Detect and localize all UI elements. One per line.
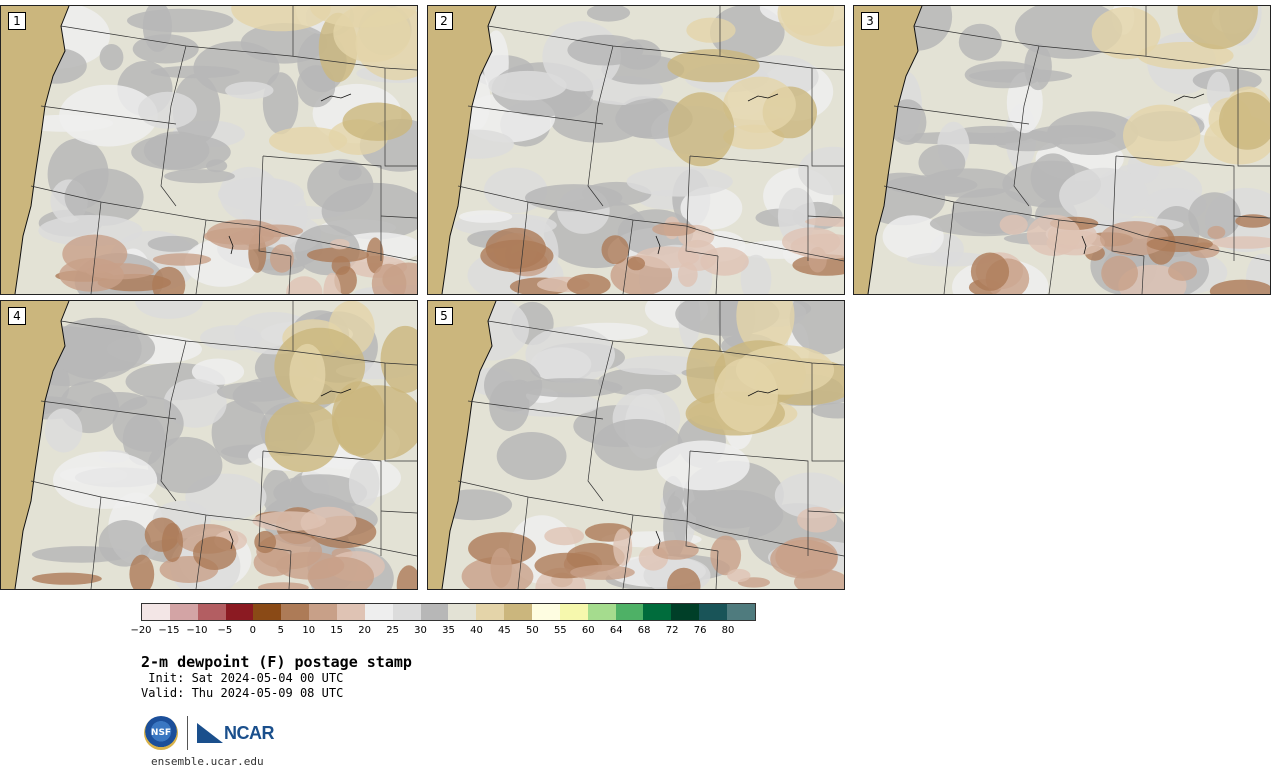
dewpoint-map bbox=[1, 6, 417, 294]
colorbar-swatch bbox=[364, 604, 393, 620]
colorbar-swatch bbox=[197, 604, 226, 620]
colorbar-tick-label: 68 bbox=[637, 625, 651, 636]
panel-number: 5 bbox=[435, 307, 453, 325]
dewpoint-map bbox=[428, 6, 844, 294]
colorbar-swatch bbox=[643, 604, 672, 620]
init-time: Init: Sat 2024-05-04 00 UTC bbox=[141, 671, 344, 685]
dewpoint-map bbox=[428, 301, 844, 589]
dewpoint-map bbox=[1, 301, 417, 589]
colorbar-swatch bbox=[142, 604, 170, 620]
colorbar-swatch bbox=[671, 604, 700, 620]
colorbar-tick-label: 64 bbox=[609, 625, 623, 636]
logos: NSF NCAR bbox=[144, 714, 275, 752]
colorbar-tick-label: 10 bbox=[302, 625, 316, 636]
colorbar-swatch bbox=[727, 604, 755, 620]
colorbar-tick-label: 45 bbox=[498, 625, 511, 636]
colorbar-tick-label: 40 bbox=[470, 625, 483, 636]
nsf-logo: NSF bbox=[144, 716, 178, 750]
colorbar-swatch bbox=[476, 604, 505, 620]
forecast-panel: 5 bbox=[427, 300, 845, 590]
colorbar-tick-label: 35 bbox=[442, 625, 455, 636]
colorbar-swatch bbox=[337, 604, 365, 620]
colorbar-tick-label: 76 bbox=[693, 625, 707, 636]
colorbar-tick-label: 72 bbox=[665, 625, 679, 636]
colorbar-tick-label: 15 bbox=[330, 625, 344, 636]
colorbar-ticks: −20 −15 −10 −5 0 5 10 15 20 25 30 35 40 45 50 55 60 64 68 7… bbox=[130, 625, 756, 639]
colorbar bbox=[141, 603, 756, 621]
colorbar-tick-label: 80 bbox=[721, 625, 735, 636]
colorbar-tick-label: 20 bbox=[358, 625, 371, 636]
map-title: 2-m dewpoint (F) postage stamp bbox=[141, 653, 412, 671]
colorbar-swatch bbox=[615, 604, 644, 620]
colorbar-swatch bbox=[420, 604, 449, 620]
colorbar-tick-label: 25 bbox=[386, 625, 399, 636]
colorbar-tick-label: 55 bbox=[553, 625, 567, 636]
colorbar-swatch bbox=[169, 604, 198, 620]
colorbar-tick-label: 0 bbox=[249, 625, 256, 636]
colorbar-swatch bbox=[532, 604, 560, 620]
panel-number: 1 bbox=[8, 12, 26, 30]
colorbar-swatch bbox=[253, 604, 282, 620]
colorbar-swatch bbox=[504, 604, 533, 620]
forecast-panel: 2 bbox=[427, 5, 845, 295]
forecast-panel: 4 bbox=[0, 300, 418, 590]
panel-number: 4 bbox=[8, 307, 26, 325]
colorbar-swatch bbox=[559, 604, 588, 620]
valid-time: Valid: Thu 2024-05-09 08 UTC bbox=[141, 686, 344, 700]
forecast-panel: 1 bbox=[0, 5, 418, 295]
colorbar-tick-label: −10 bbox=[186, 625, 208, 636]
colorbar-tick-label: 50 bbox=[525, 625, 539, 636]
colorbar-swatch bbox=[309, 604, 338, 620]
colorbar-tick-label: −20 bbox=[130, 625, 152, 636]
panel-number: 2 bbox=[435, 12, 453, 30]
colorbar-tick-label: −15 bbox=[158, 625, 180, 636]
colorbar-swatch bbox=[281, 604, 310, 620]
forecast-panel: 3 bbox=[853, 5, 1271, 295]
ncar-logo: NCAR bbox=[197, 723, 275, 744]
site-url: ensemble.ucar.edu bbox=[151, 755, 264, 768]
dewpoint-map bbox=[854, 6, 1270, 294]
colorbar-swatch bbox=[699, 604, 728, 620]
colorbar-swatch bbox=[448, 604, 477, 620]
colorbar-swatch bbox=[225, 604, 254, 620]
colorbar-tick-label: −5 bbox=[217, 625, 233, 636]
colorbar-tick-label: 60 bbox=[581, 625, 595, 636]
colorbar-swatch bbox=[587, 604, 616, 620]
colorbar-tick-label: 5 bbox=[277, 625, 284, 636]
logo-divider bbox=[187, 716, 188, 750]
colorbar-tick-label: 30 bbox=[414, 625, 427, 636]
colorbar-swatch bbox=[392, 604, 421, 620]
panel-number: 3 bbox=[861, 12, 879, 30]
ncar-mark-icon bbox=[197, 723, 223, 743]
